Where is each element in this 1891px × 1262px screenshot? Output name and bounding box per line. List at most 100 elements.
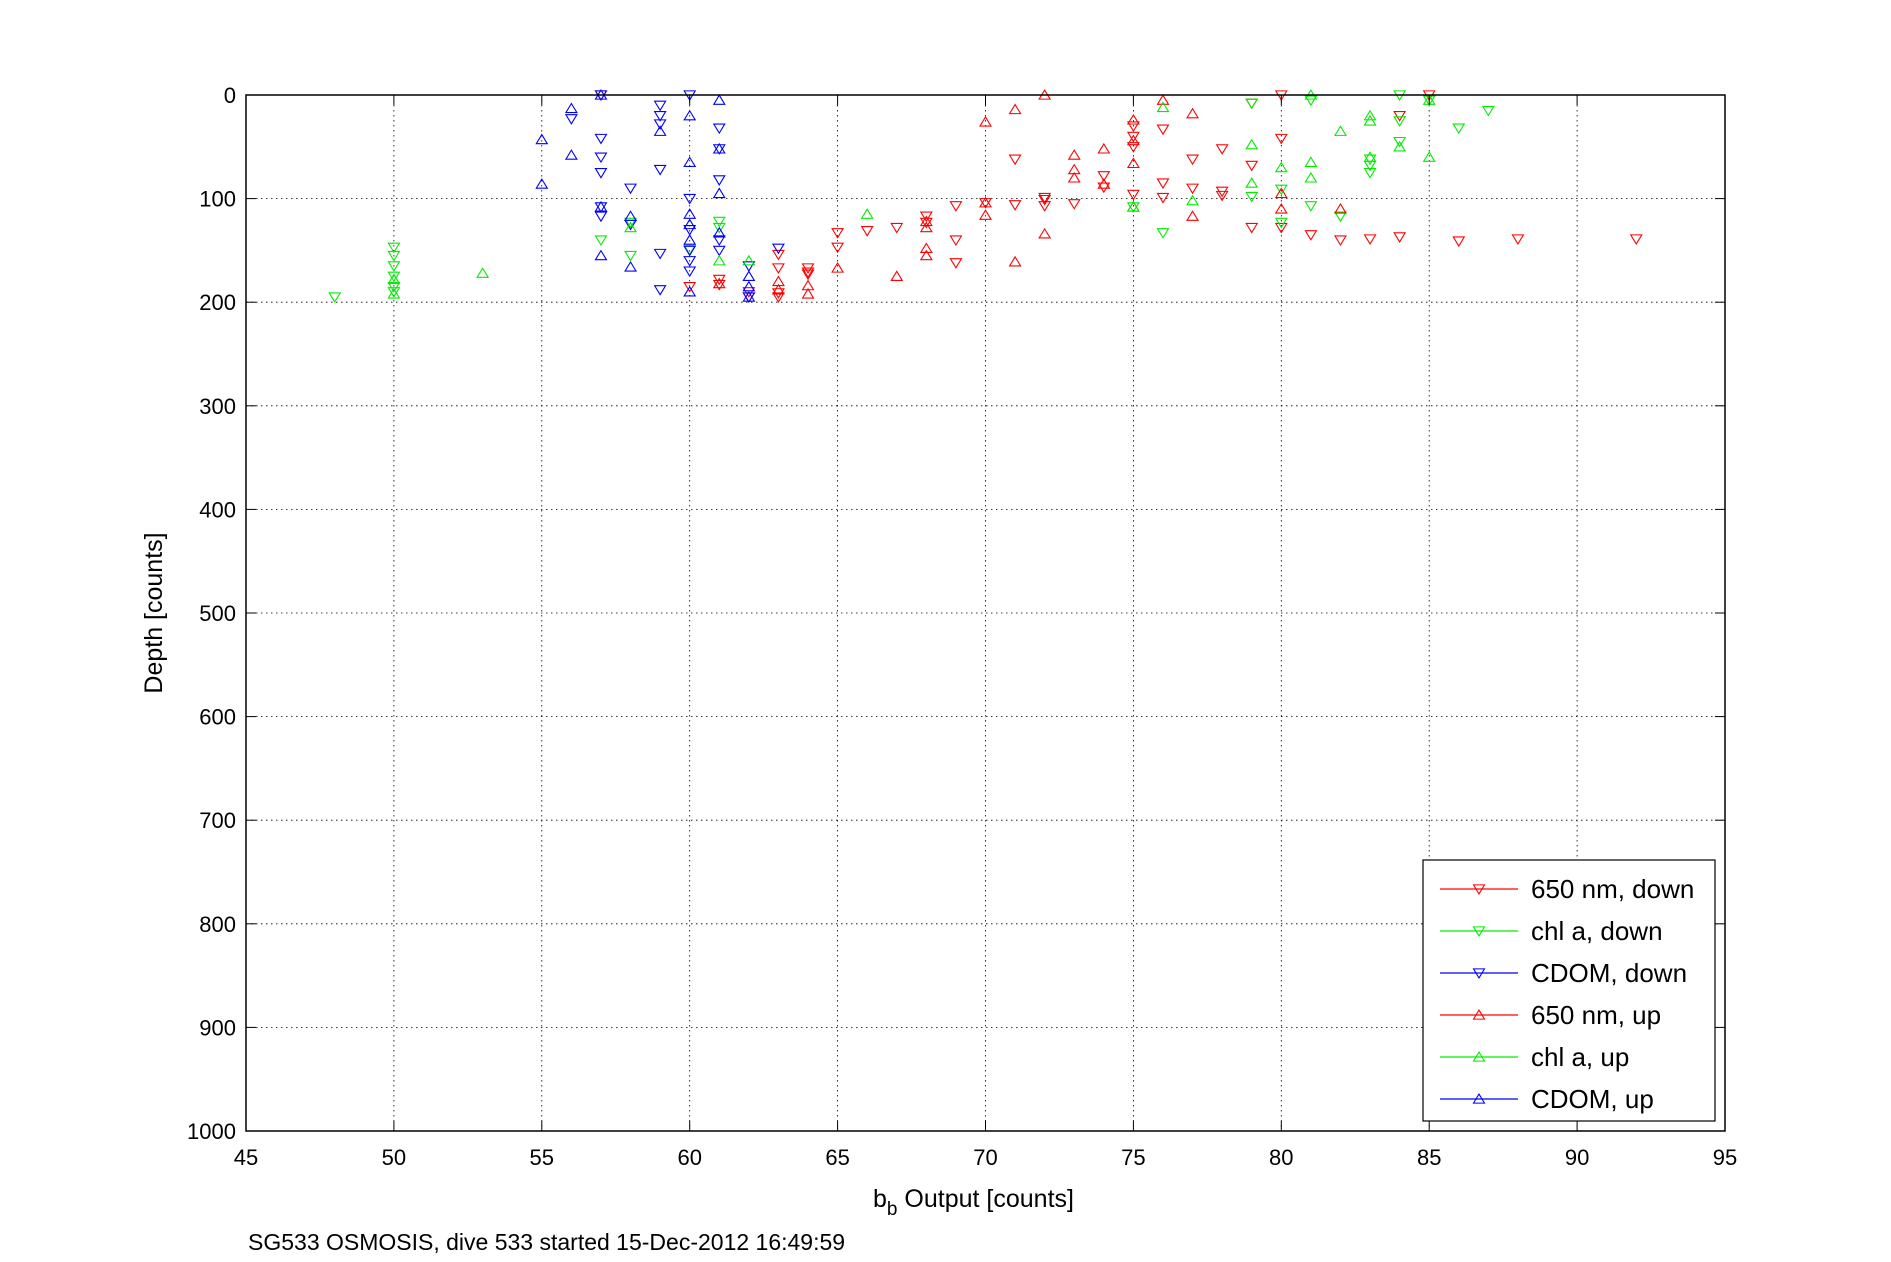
data-point [1363,154,1377,166]
data-point [1304,156,1318,168]
data-point [712,235,726,247]
data-point [1274,217,1288,229]
data-point [1333,202,1347,214]
data-point [712,254,726,266]
y-tick-label: 700 [199,808,236,833]
data-point [1304,95,1318,107]
data-point [624,217,638,229]
data-point [1363,168,1377,179]
data-point [594,133,608,145]
data-point [387,250,401,262]
data-point [683,208,697,219]
data-point [801,269,815,281]
data-point [712,274,726,286]
data-point [1304,171,1318,183]
data-point [949,258,963,269]
data-point [387,287,401,298]
data-point [919,249,933,261]
x-tick-label: 85 [1417,1145,1441,1170]
data-point [742,254,756,266]
data-point [1186,183,1200,195]
data-point [683,256,697,267]
data-point [535,178,549,189]
data-point [1245,191,1259,203]
data-point [712,94,726,105]
y-tick-label: 200 [199,290,236,315]
data-point [742,270,756,281]
data-point [1156,94,1170,105]
data-point [1393,116,1407,127]
data-point [890,270,904,281]
data-point [1245,222,1259,234]
y-tick-label: 400 [199,497,236,522]
data-point [979,209,992,220]
data-point [653,111,667,122]
data-point [1097,178,1111,189]
data-point [712,277,726,289]
data-point [1097,142,1111,154]
data-point [1067,199,1081,210]
data-point [1215,144,1229,155]
data-point [742,261,756,272]
data-point [1511,234,1525,246]
data-point [387,281,401,293]
data-point [1245,177,1259,188]
data-point [1038,201,1052,212]
data-point [712,142,726,154]
data-point [1097,171,1111,182]
data-point [624,260,638,272]
data-point [1274,184,1288,196]
data-point [476,267,490,278]
y-tick-label: 600 [199,705,236,730]
data-point [564,114,578,125]
data-point [594,235,608,247]
x-axis-label-rest: Output [counts] [897,1185,1074,1213]
data-point [1304,230,1318,241]
y-tick-label: 900 [199,1015,236,1040]
legend-marker [1472,1092,1486,1104]
data-point [1363,234,1377,246]
data-point [1126,157,1140,169]
data-point [712,279,726,291]
legend-marker [1472,968,1486,980]
data-point [683,281,697,293]
legend-marker [1472,1050,1486,1062]
axis-ticks: 45 50 55 60 65 70 75 80 85 90 95 0 100 200 300 400 500 60… [187,83,1737,1170]
data-point [771,292,785,304]
data-point [653,100,667,112]
data-point [564,102,578,114]
data-point [1038,194,1052,206]
data-point [564,149,578,160]
data-point [624,183,638,195]
x-tick-label: 65 [825,1145,849,1170]
data-point [890,222,904,234]
data-point [919,242,933,254]
data-point [683,193,697,205]
data-point [860,208,874,219]
x-tick-label: 90 [1565,1145,1589,1170]
data-point [387,271,401,283]
y-tick-label: 500 [199,601,236,626]
data-point [1126,189,1140,201]
data-point [1067,149,1081,160]
data-point [1274,222,1288,234]
x-axis-label: bb Output [counts] [873,1185,1074,1220]
data-point [1067,171,1081,183]
data-point [979,115,992,127]
data-point [1274,202,1288,214]
data-point [919,221,933,233]
data-point [683,234,697,245]
data-point [683,109,697,121]
data-point [1097,182,1111,194]
data-point [742,280,756,292]
data-point [594,211,608,223]
y-tick-label: 0 [224,83,236,108]
x-tick-label: 75 [1121,1145,1145,1170]
footer-caption: SG533 OSMOSIS, dive 533 started 15-Dec-2… [248,1229,845,1255]
legend-label: chl a, up [1531,1042,1629,1072]
data-point [771,243,785,255]
data-point [683,156,697,168]
data-point [742,287,756,298]
data-point [860,226,874,237]
